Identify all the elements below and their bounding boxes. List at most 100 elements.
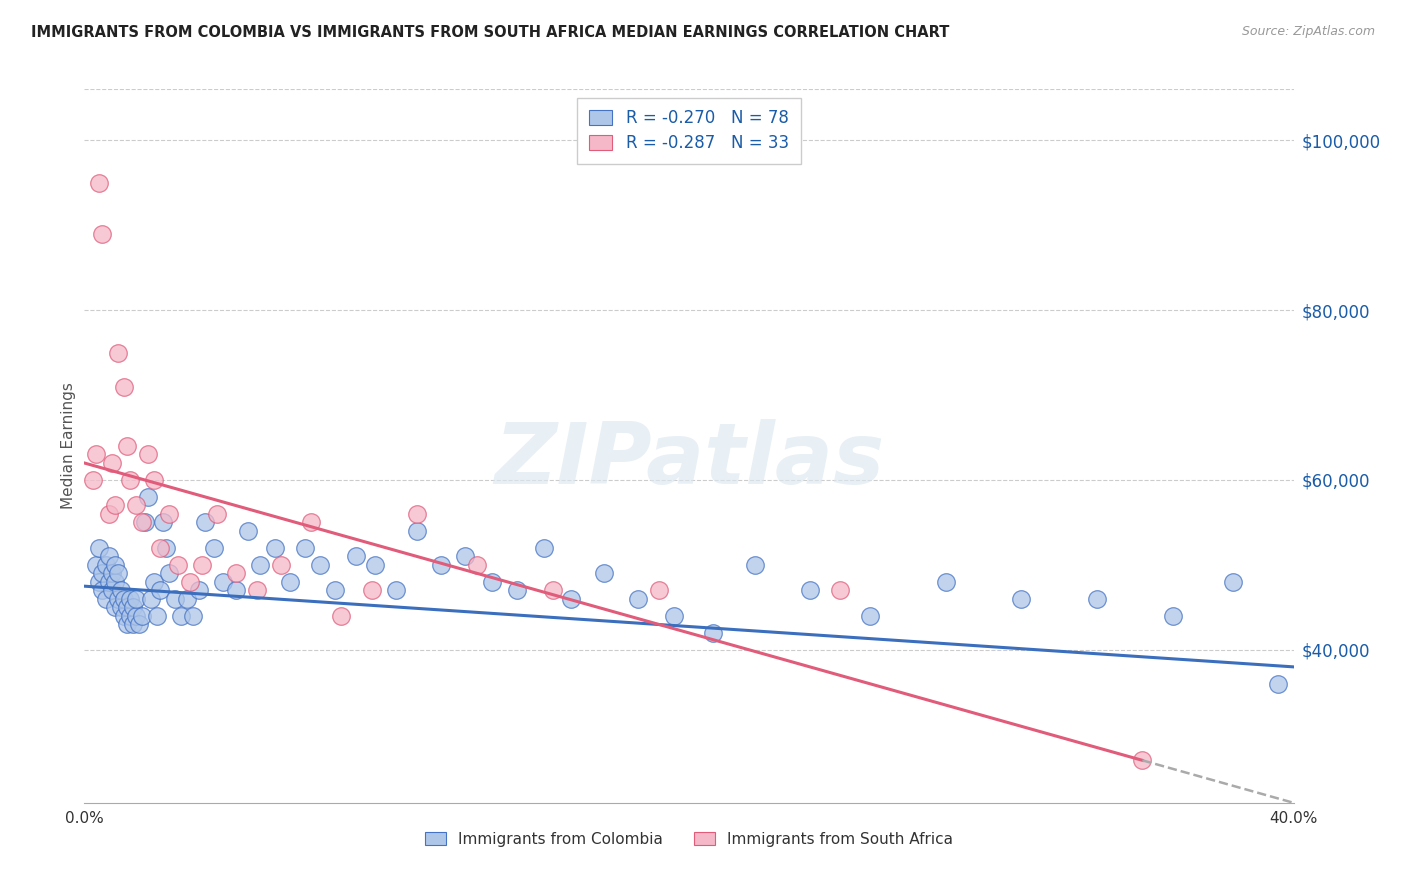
Point	[830, 583, 852, 598]
Point	[384, 583, 406, 598]
Text: IMMIGRANTS FROM COLOMBIA VS IMMIGRANTS FROM SOUTH AFRICA MEDIAN EARNINGS CORRELA: IMMIGRANTS FROM COLOMBIA VS IMMIGRANTS F…	[31, 25, 949, 40]
Point	[91, 583, 114, 598]
Point	[194, 516, 217, 530]
Point	[454, 549, 477, 564]
Point	[648, 583, 671, 598]
Y-axis label: Median Earnings: Median Earnings	[60, 383, 76, 509]
Point	[212, 574, 235, 589]
Point	[626, 591, 648, 606]
Point	[593, 566, 616, 581]
Point	[112, 608, 135, 623]
Point	[505, 583, 527, 598]
Point	[115, 600, 138, 615]
Point	[309, 558, 332, 572]
Point	[202, 541, 225, 555]
Point	[152, 516, 174, 530]
Point	[1085, 591, 1108, 606]
Point	[104, 499, 127, 513]
Point	[131, 516, 153, 530]
Point	[91, 227, 114, 241]
Point	[134, 516, 156, 530]
Point	[155, 541, 177, 555]
Point	[118, 608, 141, 623]
Point	[263, 541, 285, 555]
Point	[191, 558, 214, 572]
Point	[167, 558, 190, 572]
Point	[346, 549, 368, 564]
Text: Source: ZipAtlas.com: Source: ZipAtlas.com	[1241, 25, 1375, 38]
Point	[859, 608, 882, 623]
Point	[467, 558, 489, 572]
Point	[107, 591, 129, 606]
Point	[662, 608, 685, 623]
Point	[157, 566, 180, 581]
Point	[139, 591, 162, 606]
Point	[86, 448, 108, 462]
Point	[118, 473, 141, 487]
Point	[128, 617, 150, 632]
Point	[149, 583, 172, 598]
Point	[125, 499, 148, 513]
Point	[107, 566, 129, 581]
Point	[100, 456, 122, 470]
Point	[170, 608, 193, 623]
Point	[165, 591, 187, 606]
Point	[82, 473, 104, 487]
Point	[360, 583, 382, 598]
Point	[225, 566, 247, 581]
Point	[97, 507, 120, 521]
Point	[110, 600, 132, 615]
Point	[94, 591, 117, 606]
Point	[131, 608, 153, 623]
Point	[94, 558, 117, 572]
Legend: Immigrants from Colombia, Immigrants from South Africa: Immigrants from Colombia, Immigrants fro…	[415, 822, 963, 855]
Point	[100, 566, 122, 581]
Point	[136, 490, 159, 504]
Point	[142, 473, 165, 487]
Point	[107, 345, 129, 359]
Point	[112, 379, 135, 393]
Point	[118, 591, 141, 606]
Point	[225, 583, 247, 598]
Point	[91, 566, 114, 581]
Point	[89, 176, 111, 190]
Point	[1011, 591, 1033, 606]
Point	[110, 583, 132, 598]
Point	[142, 574, 165, 589]
Point	[323, 583, 346, 598]
Point	[97, 549, 120, 564]
Text: ZIPatlas: ZIPatlas	[494, 418, 884, 502]
Point	[181, 608, 204, 623]
Point	[104, 574, 127, 589]
Point	[104, 558, 127, 572]
Point	[176, 591, 198, 606]
Point	[744, 558, 766, 572]
Point	[157, 507, 180, 521]
Point	[270, 558, 292, 572]
Point	[1130, 753, 1153, 767]
Point	[246, 583, 269, 598]
Point	[799, 583, 821, 598]
Point	[121, 617, 143, 632]
Point	[430, 558, 453, 572]
Point	[236, 524, 259, 538]
Point	[560, 591, 582, 606]
Point	[207, 507, 229, 521]
Point	[533, 541, 555, 555]
Point	[541, 583, 564, 598]
Point	[115, 439, 138, 453]
Point	[188, 583, 211, 598]
Point	[702, 626, 724, 640]
Point	[89, 541, 111, 555]
Point	[97, 574, 120, 589]
Point	[935, 574, 957, 589]
Point	[299, 516, 322, 530]
Point	[121, 600, 143, 615]
Point	[104, 600, 127, 615]
Point	[481, 574, 503, 589]
Point	[249, 558, 271, 572]
Point	[1161, 608, 1184, 623]
Point	[115, 617, 138, 632]
Point	[278, 574, 301, 589]
Point	[406, 524, 429, 538]
